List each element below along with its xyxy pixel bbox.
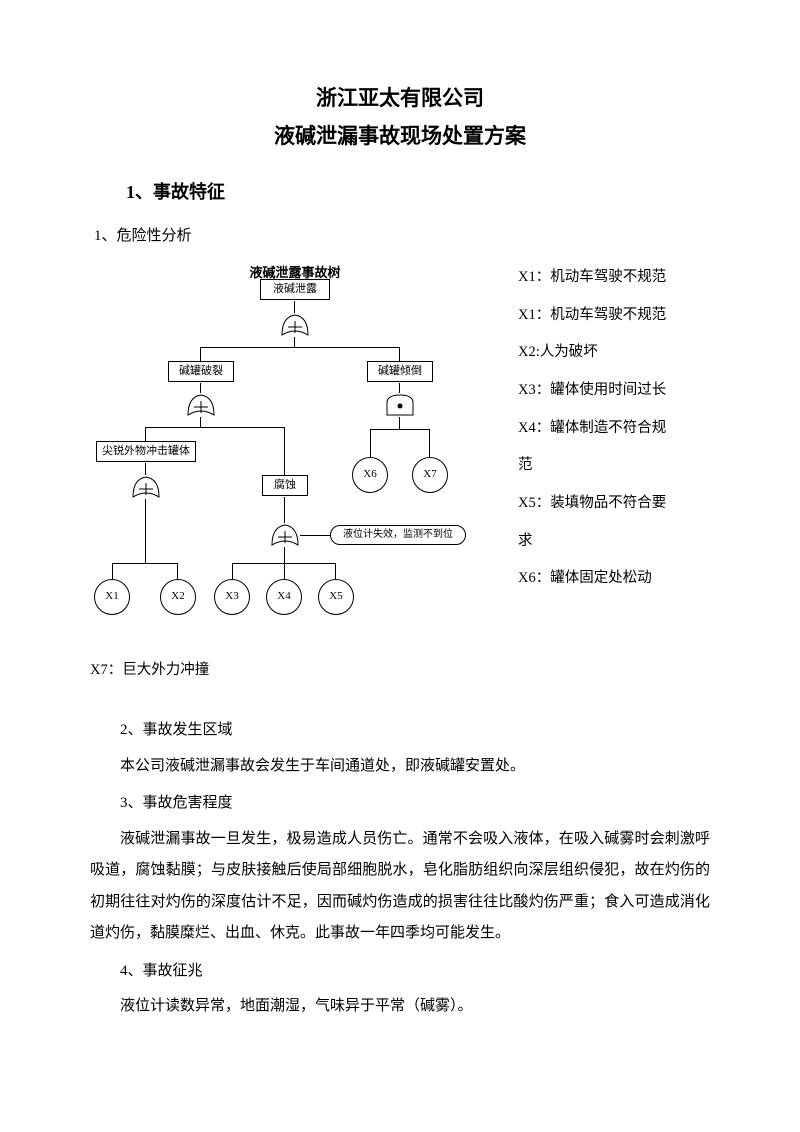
connector xyxy=(145,463,146,475)
connector xyxy=(370,429,371,457)
connector xyxy=(370,429,430,430)
connector xyxy=(232,563,233,579)
node-corrosion: 腐蚀 xyxy=(262,475,308,496)
connector xyxy=(399,347,400,361)
node-break: 碱罐破裂 xyxy=(168,361,234,382)
legend-x4b: 范 xyxy=(518,447,710,485)
connector xyxy=(284,563,285,579)
section-1-heading: 1、事故特征 xyxy=(90,174,710,212)
connector xyxy=(399,383,400,393)
connector xyxy=(112,563,178,564)
legend-x4a: X4：罐体制造不符合规 xyxy=(518,410,710,448)
paragraph-area: 本公司液碱泄漏事故会发生于车间通道处，即液碱罐安置处。 xyxy=(90,751,710,783)
sub-4-heading: 4、事故征兆 xyxy=(90,956,710,988)
node-level-fail: 液位计失效，监测不到位 xyxy=(330,525,466,545)
or-gate-icon xyxy=(186,393,216,417)
legend-x2: X2:人为破坏 xyxy=(518,334,710,372)
leaf-x7: X7 xyxy=(412,457,448,493)
legend-x3: X3：罐体使用时间过长 xyxy=(518,372,710,410)
connector xyxy=(335,563,336,579)
paragraph-harm: 液碱泄漏事故一旦发生，极易造成人员伤亡。通常不会吸入液体，在吸入碱雾时会刺激呼吸… xyxy=(90,824,710,950)
connector xyxy=(284,427,285,475)
leaf-x2: X2 xyxy=(160,579,196,615)
diagram-column: 液碱泄露事故树 液碱泄露 碱罐破裂 碱罐倾倒 xyxy=(90,259,500,649)
paragraph-sign: 液位计读数异常，地面潮湿，气味异于平常（碱雾）。 xyxy=(90,991,710,1023)
doc-title: 液碱泄漏事故现场处置方案 xyxy=(90,118,710,156)
legend-x1: X1：机动车驾驶不规范 xyxy=(518,259,710,297)
connector xyxy=(145,499,146,563)
node-sharp: 尖锐外物冲击罐体 xyxy=(96,441,196,462)
sub-3-heading: 3、事故危害程度 xyxy=(90,788,710,820)
legend-x6: X6：罐体固定处松动 xyxy=(518,560,710,598)
analysis-row: 液碱泄露事故树 液碱泄露 碱罐破裂 碱罐倾倒 xyxy=(90,259,710,649)
connector xyxy=(429,429,430,457)
connector xyxy=(399,417,400,429)
legend-x7: X7：巨大外力冲撞 xyxy=(90,655,710,685)
legend-x1-dup: X1：机动车驾驶不规范 xyxy=(518,297,710,335)
connector xyxy=(300,535,330,536)
connector xyxy=(145,427,285,428)
leaf-x3: X3 xyxy=(214,579,250,615)
or-gate-icon xyxy=(280,313,310,337)
connector xyxy=(284,497,285,523)
company-title: 浙江亚太有限公司 xyxy=(90,80,710,118)
or-gate-icon xyxy=(270,523,300,547)
and-gate-icon xyxy=(385,393,415,417)
connector xyxy=(294,337,295,347)
connector xyxy=(177,563,178,579)
legend-x5b: 求 xyxy=(518,523,710,561)
or-gate-icon xyxy=(131,475,161,499)
leaf-x5: X5 xyxy=(318,579,354,615)
connector xyxy=(112,563,113,579)
leaf-x1: X1 xyxy=(94,579,130,615)
connector xyxy=(200,347,201,361)
node-top: 液碱泄露 xyxy=(260,279,330,300)
legend-column: X1：机动车驾驶不规范 X1：机动车驾驶不规范 X2:人为破坏 X3：罐体使用时… xyxy=(518,259,710,649)
connector xyxy=(200,347,400,348)
connector xyxy=(294,301,295,313)
leaf-x4: X4 xyxy=(266,579,302,615)
connector xyxy=(284,547,285,563)
legend-x5a: X5：装填物品不符合要 xyxy=(518,485,710,523)
connector xyxy=(200,417,201,427)
connector xyxy=(200,383,201,393)
node-tip: 碱罐倾倒 xyxy=(367,361,433,382)
sub-1-heading: 1、危险性分析 xyxy=(90,221,710,253)
leaf-x6: X6 xyxy=(352,457,388,493)
connector xyxy=(145,427,146,441)
fault-tree-diagram: 液碱泄露事故树 液碱泄露 碱罐破裂 碱罐倾倒 xyxy=(90,259,500,649)
sub-2-heading: 2、事故发生区域 xyxy=(90,715,710,747)
